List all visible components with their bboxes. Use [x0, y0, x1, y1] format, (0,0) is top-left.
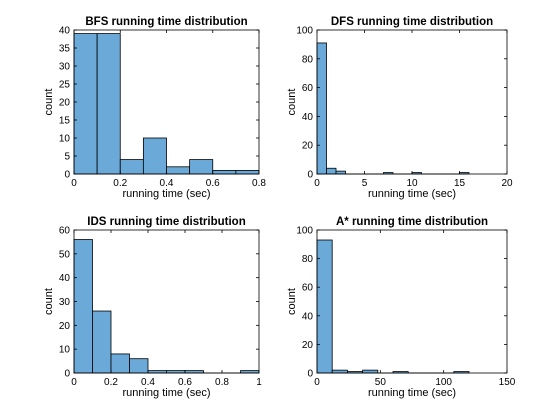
bfs-ytick-label: 15 [59, 116, 71, 127]
bfs-xtick-label: 0.6 [206, 178, 220, 189]
dfs-bar [335, 170, 346, 175]
bfs-chart-title: BFS running time distribution [85, 16, 247, 28]
ids-xtick-label: 0.6 [178, 377, 192, 388]
astar-histogram: 0 50 100 150 0 20 40 60 80 100 A* running time dis… [286, 216, 516, 399]
dfs-ytick-label: 40 [302, 112, 314, 123]
ids-xtick-label: 0.2 [104, 377, 118, 388]
bfs-ytick-label: 5 [64, 152, 70, 163]
dfs-xtick-label: 5 [362, 178, 368, 189]
bfs-ytick-label: 30 [59, 62, 71, 73]
bfs-ytick-label: 10 [59, 134, 71, 145]
bfs-ytick-label: 0 [64, 170, 70, 181]
bfs-xtick-label: 0.2 [113, 178, 127, 189]
bfs-xtick-label: 0.4 [160, 178, 174, 189]
bfs-bar [119, 159, 144, 175]
ids-xtick-label: 0 [71, 377, 77, 388]
astar-y-axis-label: count [286, 288, 298, 315]
dfs-y-axis-label: count [286, 89, 298, 116]
ids-chart-title: IDS running time distribution [87, 216, 245, 228]
bfs-y-axis-label: count [43, 89, 55, 116]
astar-xtick-label: 150 [499, 377, 516, 388]
dfs-ytick-label: 20 [302, 141, 314, 152]
dfs-ytick-label: 80 [302, 54, 314, 65]
dfs-ytick-label: 60 [302, 83, 314, 94]
ids-ytick-label: 40 [59, 273, 71, 284]
dfs-histogram: 0 5 10 15 20 0 20 40 60 80 100 DFS running time dis… [286, 16, 513, 200]
bfs-ytick-label: 35 [59, 44, 71, 55]
dfs-ytick-label: 0 [307, 170, 313, 181]
bfs-bar [142, 137, 167, 175]
bfs-x-axis-label: running time (sec) [122, 188, 210, 200]
bfs-histogram: 0 0.2 0.4 0.6 0.8 0 5 10 15 20 25 30 35 40 BFS running… [43, 16, 266, 200]
bfs-ytick-label: 25 [59, 80, 71, 91]
dfs-xtick-label: 0 [314, 178, 320, 189]
bfs-bar [73, 33, 98, 175]
dfs-xtick-label: 10 [406, 178, 418, 189]
bfs-bar [212, 169, 237, 175]
astar-ytick-label: 0 [307, 369, 313, 380]
dfs-x-axis-label: running time (sec) [368, 188, 456, 200]
ids-ytick-label: 30 [59, 297, 71, 308]
dfs-xtick-label: 15 [454, 178, 466, 189]
astar-bar [362, 369, 379, 374]
astar-ytick-label: 40 [302, 311, 314, 322]
astar-ytick-label: 100 [296, 226, 313, 237]
dfs-bar [326, 167, 337, 175]
ids-ytick-label: 10 [59, 345, 71, 356]
bfs-xtick-label: 0.8 [252, 178, 266, 189]
bfs-bar [96, 33, 121, 175]
bfs-xtick-label: 0 [71, 178, 77, 189]
ids-bar [129, 358, 149, 374]
astar-ytick-label: 60 [302, 283, 314, 294]
ids-ytick-label: 60 [59, 226, 71, 237]
bfs-bar [189, 159, 214, 175]
ids-ytick-label: 50 [59, 249, 71, 260]
bfs-bar [166, 166, 191, 175]
ids-y-axis-label: count [43, 288, 55, 315]
ids-xtick-label: 0.4 [141, 377, 155, 388]
ids-xtick-label: 1 [256, 377, 262, 388]
dfs-bar [316, 42, 327, 175]
ids-x-axis-label: running time (sec) [122, 387, 210, 399]
astar-bar [316, 239, 333, 374]
astar-ytick-label: 80 [302, 254, 314, 265]
bfs-bar [235, 169, 260, 175]
ids-xtick-label: 0.8 [215, 377, 229, 388]
bfs-ytick-label: 40 [59, 26, 71, 37]
astar-axes-frame [316, 229, 508, 374]
dfs-axes-frame [316, 29, 508, 175]
ids-bar [92, 310, 112, 374]
astar-xtick-label: 50 [375, 377, 387, 388]
astar-xtick-label: 100 [435, 377, 452, 388]
ids-ytick-label: 0 [64, 369, 70, 380]
astar-x-axis-label: running time (sec) [368, 387, 456, 399]
dfs-ytick-label: 100 [296, 26, 313, 37]
astar-bar [331, 369, 348, 374]
dfs-chart-title: DFS running time distribution [331, 16, 493, 28]
ids-bar [73, 239, 93, 374]
ids-bar [110, 353, 130, 374]
astar-xtick-label: 0 [314, 377, 320, 388]
bfs-ytick-label: 20 [59, 98, 71, 109]
astar-ytick-label: 20 [302, 340, 314, 351]
astar-chart-title: A* running time distribution [336, 216, 488, 228]
dfs-xtick-label: 20 [501, 178, 513, 189]
ids-ytick-label: 20 [59, 321, 71, 332]
